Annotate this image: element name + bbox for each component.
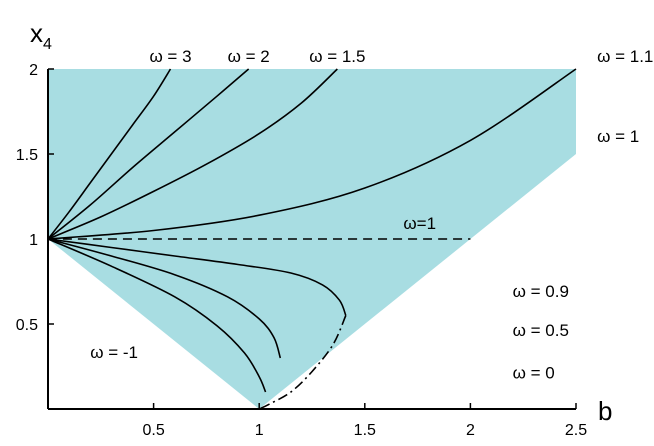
y-tick-label-0: 0.5 bbox=[16, 317, 38, 334]
annotation-3: ω = 1.1 bbox=[597, 47, 653, 66]
annotation-5: ω=1 bbox=[403, 214, 436, 233]
annotation-2: ω = 1.5 bbox=[309, 47, 365, 66]
series-line--2-1 bbox=[47, 68, 250, 240]
x-tick-label-1: 1 bbox=[255, 422, 264, 439]
y-tick-label-1: 1 bbox=[29, 232, 38, 249]
y-tick-label-2: 1.5 bbox=[16, 147, 38, 164]
annotation-7: ω = 0.5 bbox=[513, 321, 569, 340]
series-line--1p1-3 bbox=[47, 68, 577, 240]
series-line--0p9-5 bbox=[47, 238, 347, 316]
x-tick-label-2: 1.5 bbox=[354, 422, 376, 439]
x-axis-title: b bbox=[598, 396, 612, 426]
annotation-6: ω = 0.9 bbox=[513, 282, 569, 301]
series-line-boundary-8 bbox=[258, 315, 347, 410]
series-line--3-0 bbox=[47, 68, 172, 240]
annotation-0: ω = 3 bbox=[149, 47, 191, 66]
series-line--1p5-2 bbox=[47, 68, 338, 240]
x-tick-label-4: 2.5 bbox=[565, 422, 587, 439]
y-tick-label-3: 2 bbox=[29, 62, 38, 79]
y-axis-title-subscript: 4 bbox=[43, 36, 52, 53]
x-tick-label-0: 0.5 bbox=[142, 422, 164, 439]
annotation-1: ω = 2 bbox=[228, 47, 270, 66]
series-line--0-7 bbox=[47, 238, 267, 393]
annotation-8: ω = 0 bbox=[513, 363, 555, 382]
annotation-4: ω = 1 bbox=[597, 127, 639, 146]
annotation-9: ω = -1 bbox=[90, 343, 138, 362]
y-axis-title: x4 bbox=[30, 18, 52, 53]
series-line--0p5-6 bbox=[47, 238, 282, 359]
x-tick-label-3: 2 bbox=[466, 422, 475, 439]
